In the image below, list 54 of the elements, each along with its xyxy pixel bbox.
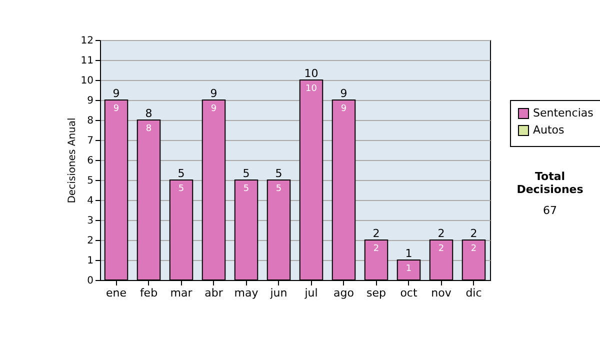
y-tick-label: 10 <box>80 76 94 86</box>
data-label: 5 <box>243 184 250 194</box>
x-tick-label: ene <box>106 286 127 300</box>
y-axis-title: Decisiones Anual <box>66 118 78 204</box>
x-tick-label: ago <box>334 286 354 300</box>
x-tick-label: feb <box>140 286 158 300</box>
x-tick-label: jul <box>304 286 318 300</box>
total-label: 8 <box>145 107 152 120</box>
y-tick-label: 6 <box>87 156 94 166</box>
total-label: 2 <box>438 227 445 240</box>
y-tick-label: 3 <box>87 216 94 226</box>
x-tick-label: dic <box>466 286 482 300</box>
total-label: 2 <box>470 227 478 240</box>
data-label: 1 <box>406 264 412 274</box>
data-label: 8 <box>146 124 152 134</box>
total-label: 5 <box>275 167 282 180</box>
y-tick-label: 4 <box>87 196 94 206</box>
x-tick-label: sep <box>366 286 386 300</box>
y-tick-label: 12 <box>80 36 94 46</box>
data-label: 2 <box>373 244 380 254</box>
y-tick-label: 8 <box>87 116 94 126</box>
y-tick-label: 0 <box>87 276 94 286</box>
y-tick-label: 11 <box>80 56 94 66</box>
y-tick-label: 2 <box>87 236 94 246</box>
total-label: 10 <box>304 67 318 80</box>
data-label: 5 <box>276 184 282 194</box>
data-label: 2 <box>470 244 477 254</box>
total-label: 9 <box>340 87 348 100</box>
data-label: 2 <box>438 244 444 254</box>
y-tick-label: 1 <box>87 256 94 266</box>
total-label: 1 <box>405 247 412 260</box>
legend-label: Autos <box>533 124 565 136</box>
total-label: 2 <box>372 227 380 240</box>
total-label: 9 <box>112 87 120 100</box>
y-tick-label: 5 <box>87 176 94 186</box>
data-label: 9 <box>340 104 347 114</box>
total-label: 5 <box>178 167 185 180</box>
total-label: 9 <box>210 87 218 100</box>
text: Total Decisiones <box>516 170 584 196</box>
x-tick-label: mar <box>170 286 193 300</box>
text: 67 <box>542 204 558 217</box>
x-tick-label: may <box>234 286 259 300</box>
data-label: 9 <box>210 104 217 114</box>
x-tick-label: abr <box>204 286 224 300</box>
x-tick-label: oct <box>400 286 418 300</box>
data-label: 5 <box>178 184 184 194</box>
y-tick-label: 9 <box>87 96 94 106</box>
x-tick-label: jun <box>269 286 288 300</box>
data-label: 10 <box>306 84 318 94</box>
y-tick-label: 7 <box>87 136 94 146</box>
x-tick-label: nov <box>431 286 452 300</box>
legend-label: Sentencias <box>533 106 594 120</box>
data-label: 9 <box>113 104 120 114</box>
total-label: 5 <box>242 167 250 180</box>
